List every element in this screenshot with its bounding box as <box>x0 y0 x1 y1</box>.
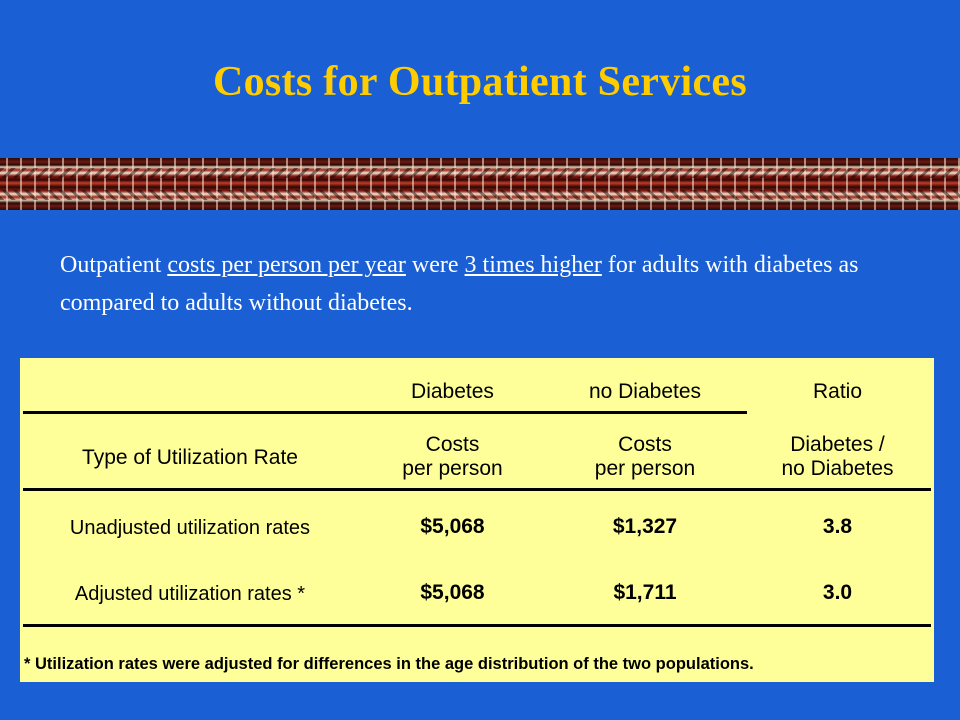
subheader-diabetes-1: Costs <box>425 433 480 456</box>
decorative-woven-band <box>0 158 960 210</box>
row-no-diabetes-cost: $1,327 <box>612 515 678 538</box>
intro-text-1: Outpatient <box>60 252 168 278</box>
row-ratio: 3.8 <box>822 515 853 538</box>
subheader-ratio-2: no Diabetes <box>781 457 894 480</box>
intro-underline-costs: costs per person per year <box>167 252 406 278</box>
band-chevron-bottom <box>0 190 960 200</box>
intro-underline-times: 3 times higher <box>464 252 602 278</box>
table-footnote: * Utilization rates were adjusted for di… <box>24 655 754 673</box>
band-chevron-top <box>0 168 960 178</box>
subheader-no-diabetes-2: per person <box>594 457 696 480</box>
slide-title: Costs for Outpatient Services <box>212 59 748 105</box>
row-ratio: 3.0 <box>822 581 853 604</box>
intro-paragraph: Outpatient costs per person per year wer… <box>60 246 920 322</box>
header-diabetes: Diabetes <box>411 380 494 403</box>
subheader-ratio-1: Diabetes / <box>790 433 885 456</box>
row-no-diabetes-cost: $1,711 <box>613 581 677 604</box>
subheader-no-diabetes-1: Costs <box>618 433 672 456</box>
header-ratio: Ratio <box>812 380 863 403</box>
subheader-type: Type of Utilization Rate <box>82 446 298 469</box>
footer-rule <box>23 624 931 627</box>
subheader-rule <box>23 488 931 491</box>
row-label: Unadjusted utilization rates <box>69 517 311 539</box>
intro-text-2: were <box>405 252 465 278</box>
subheader-diabetes-2: per person <box>402 457 503 480</box>
costs-table: Diabetes no Diabetes Ratio Type of Utili… <box>20 358 934 682</box>
row-diabetes-cost: $5,068 <box>420 515 485 538</box>
header-no-diabetes: no Diabetes <box>588 380 702 403</box>
row-diabetes-cost: $5,068 <box>420 581 485 604</box>
intro-text-3: for adults with diabetes as compared to … <box>60 252 859 316</box>
row-label: Adjusted utilization rates * <box>74 583 306 605</box>
header-rule <box>23 411 747 414</box>
